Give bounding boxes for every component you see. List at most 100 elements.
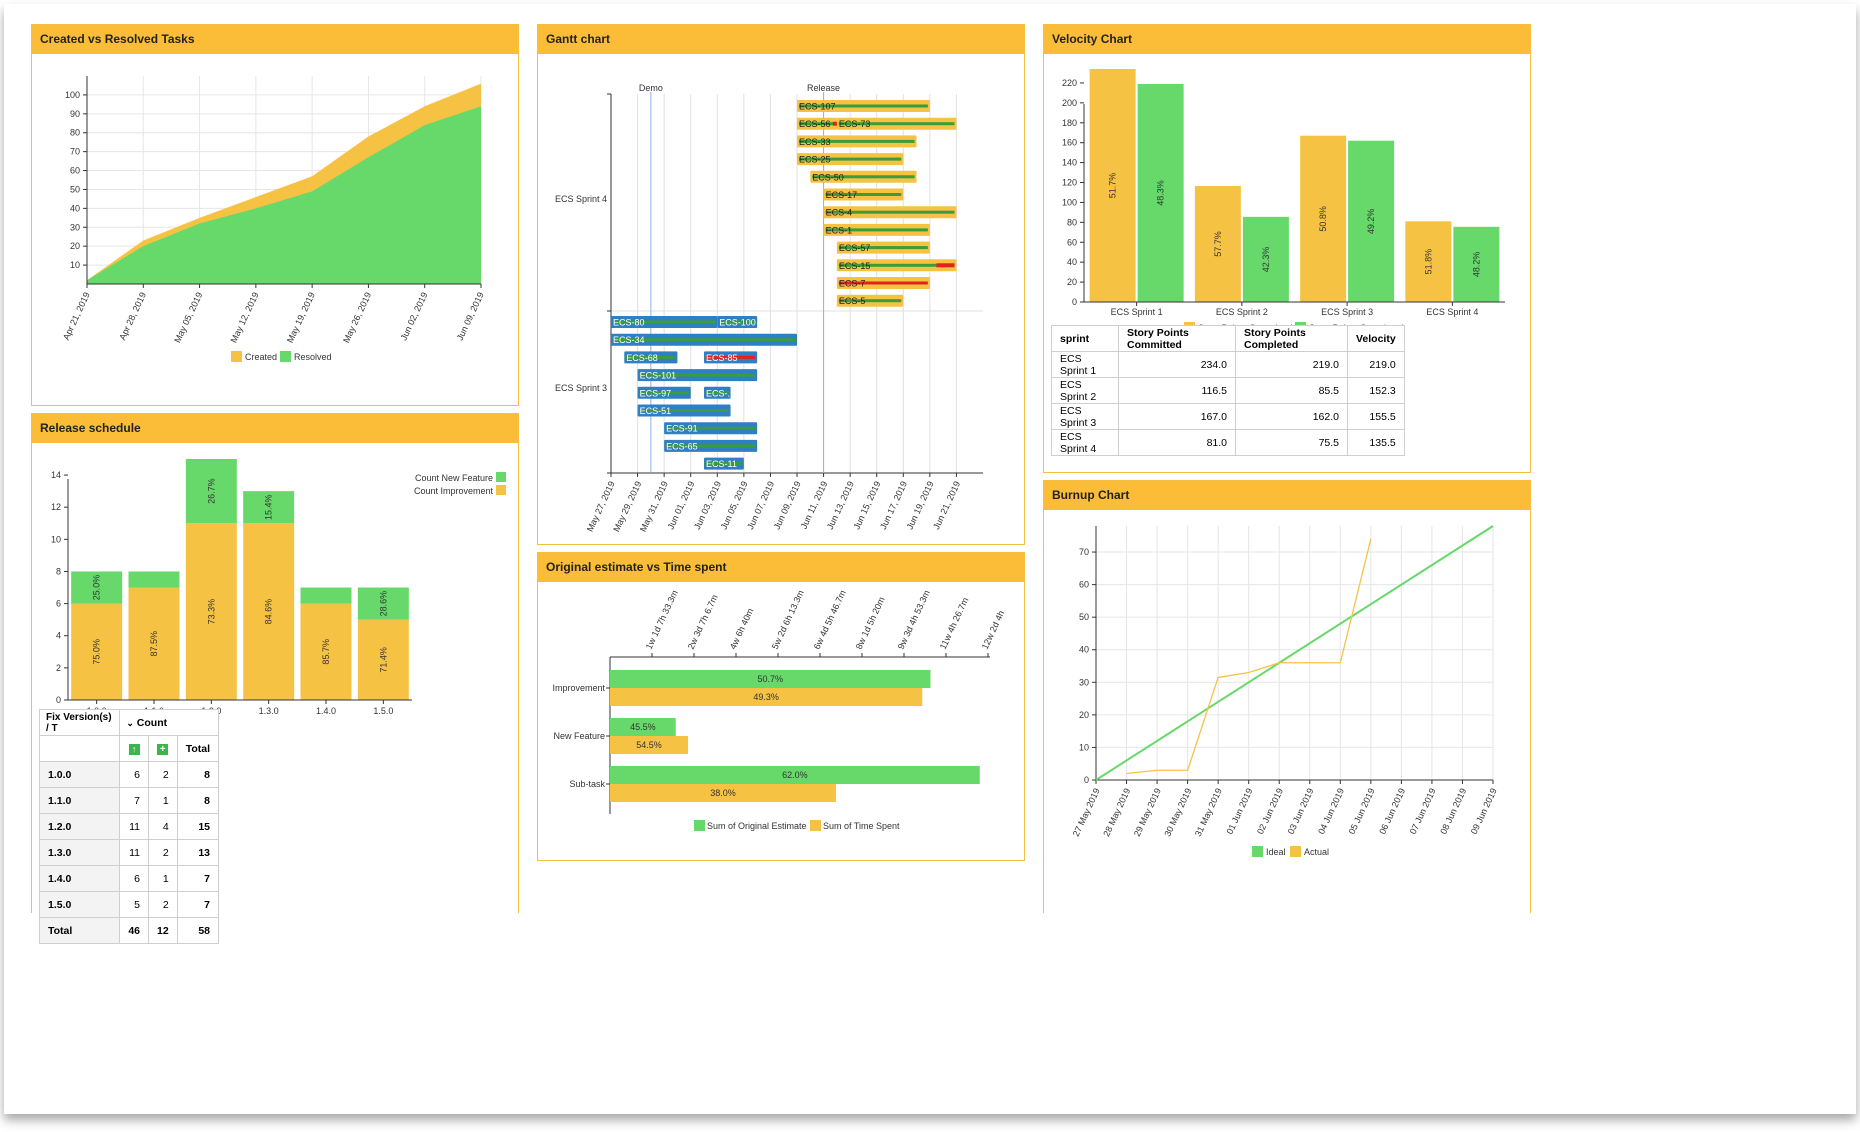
fix-version-cell: 1.3.0 bbox=[38, 839, 121, 866]
gantt-task-label: ECS-68 bbox=[626, 353, 658, 363]
gantt-task-label: ECS-97 bbox=[640, 388, 672, 398]
y-tick-label: 80 bbox=[70, 128, 80, 138]
bar-label-committed: 57.7% bbox=[1213, 231, 1223, 257]
ideal-line bbox=[1095, 525, 1494, 781]
y-tick-label: 50 bbox=[1079, 612, 1089, 622]
x-tick-label: 6w 4d 5h 46.7m bbox=[812, 589, 848, 651]
bar-improvement bbox=[71, 603, 123, 700]
velocity-chart-panel: Velocity Chart 0 20 40 60 80 100 120 140 160 180 2… bbox=[1043, 24, 1531, 473]
gantt-task-label: ECS-1 bbox=[826, 225, 853, 235]
bar-label-new-feature: 26.7% bbox=[206, 478, 216, 504]
x-tick-label: 2w 3d 7h 6.7m bbox=[686, 593, 720, 651]
x-tick-label: 1.4.0 bbox=[316, 706, 336, 716]
x-tick-label: 27 May 2019 bbox=[1071, 787, 1102, 838]
footer-new-feature: 12 bbox=[148, 917, 178, 944]
bar-label-committed: 50.8% bbox=[1318, 206, 1328, 232]
estimate-vs-spent-chart: 1w 1d 7h 33.3m 2w 3d 7h 6.7m 4w 6h 40m 5w 2… bbox=[552, 589, 1007, 831]
y-tick-label: 6 bbox=[56, 599, 61, 609]
bar-label-completed: 49.2% bbox=[1366, 209, 1376, 235]
bar-label: 49.3% bbox=[753, 692, 779, 702]
gantt-progress bbox=[838, 299, 902, 303]
table-row: ECS Sprint 2 116.5 85.5 152.3 bbox=[1051, 377, 1405, 404]
value-cell: 219.0 bbox=[1235, 351, 1348, 378]
gantt-progress bbox=[639, 373, 756, 377]
bar-time-spent bbox=[610, 688, 923, 706]
column-header: Story Points Committed bbox=[1118, 325, 1236, 352]
bar-committed bbox=[1405, 221, 1452, 302]
chevron-down-icon[interactable]: ⌄ bbox=[126, 717, 134, 728]
gantt-task-label: ECS-85 bbox=[706, 353, 738, 363]
y-tick-label: 10 bbox=[70, 260, 80, 270]
bar-label-new-feature: 25.0% bbox=[92, 575, 102, 601]
y-tick-label: 40 bbox=[1067, 257, 1077, 267]
value-cell: 152.3 bbox=[1347, 377, 1405, 404]
table-row: ECS Sprint 1 234.0 219.0 219.0 bbox=[1051, 351, 1405, 378]
table-row: 1.1.0 7 1 8 bbox=[38, 787, 220, 814]
value-cell: 135.5 bbox=[1347, 429, 1405, 456]
x-tick-label: May 26, 2019 bbox=[341, 291, 373, 345]
x-tick-label: 1.5.0 bbox=[373, 706, 393, 716]
bar-label-improvement: 84.6% bbox=[264, 599, 274, 625]
gantt-task-label: ECS-80 bbox=[613, 318, 645, 328]
x-tick-label: 12w 2d 4h bbox=[980, 609, 1007, 651]
gantt-task-label: ECS-7 bbox=[839, 279, 866, 289]
milestone-label: Release bbox=[807, 83, 840, 93]
bar-label-committed: 51.7% bbox=[1108, 173, 1118, 199]
y-tick-label: 12 bbox=[51, 502, 61, 512]
new-feature-count-cell: 1 bbox=[148, 787, 178, 814]
table-row: 1.5.0 5 2 7 bbox=[38, 891, 220, 918]
bar-original-estimate bbox=[610, 718, 676, 736]
x-tick-label: Jun 15, 2019 bbox=[851, 480, 882, 531]
total-cell: 13 bbox=[176, 839, 220, 866]
burnup-chart: 0 10 20 30 40 50 60 70 27 May 2019 28 May 2019 29 … bbox=[1071, 525, 1499, 857]
gantt-progress bbox=[838, 263, 955, 267]
bar-label-new-feature: 15.4% bbox=[264, 494, 274, 520]
gantt-progress bbox=[799, 139, 915, 143]
gantt-task-label: ECS-33 bbox=[799, 137, 831, 147]
bar-improvement bbox=[128, 587, 180, 700]
x-tick-label: 04 Jun 2019 bbox=[1316, 787, 1346, 836]
legend-spent: Sum of Time Spent bbox=[823, 821, 900, 831]
bar-label: 38.0% bbox=[710, 788, 736, 798]
y-tick-label: 0 bbox=[1072, 297, 1077, 307]
actual-line bbox=[1126, 538, 1372, 775]
x-tick-label: 31 May 2019 bbox=[1193, 787, 1224, 838]
gantt-task-label: ECS-5 bbox=[839, 296, 866, 306]
x-tick-label: Jun 01, 2019 bbox=[665, 480, 696, 531]
category-label: New Feature bbox=[553, 731, 605, 741]
footer-improvement: 46 bbox=[119, 917, 149, 944]
x-tick-label: Jun 07, 2019 bbox=[745, 480, 776, 531]
y-tick-label: 60 bbox=[70, 166, 80, 176]
x-tick-label: 11w 4h 26.7m bbox=[938, 596, 971, 651]
y-tick-label: 60 bbox=[1067, 237, 1077, 247]
fix-version-cell: 1.1.0 bbox=[38, 787, 121, 814]
gantt-task-label: ECS-73 bbox=[839, 119, 871, 129]
value-cell: 167.0 bbox=[1118, 403, 1236, 430]
fix-version-cell: 1.2.0 bbox=[38, 813, 121, 840]
gantt-overdue bbox=[936, 263, 955, 268]
bar-label-completed: 42.3% bbox=[1261, 247, 1271, 273]
y-tick-label: 220 bbox=[1062, 78, 1077, 88]
x-tick-label: 07 Jun 2019 bbox=[1408, 787, 1438, 836]
y-tick-label: 50 bbox=[70, 184, 80, 194]
gantt-progress bbox=[799, 104, 928, 108]
bar-label-new-feature: 28.6% bbox=[378, 591, 388, 617]
gantt-progress bbox=[825, 210, 955, 214]
table-row: ECS Sprint 4 81.0 75.5 135.5 bbox=[1051, 429, 1405, 456]
value-cell: 116.5 bbox=[1118, 377, 1236, 404]
panel-title: Created vs Resolved Tasks bbox=[32, 25, 518, 54]
x-tick-label: May 19, 2019 bbox=[285, 291, 317, 345]
total-cell: 7 bbox=[176, 891, 220, 918]
bar-new-feature bbox=[300, 587, 352, 604]
y-tick-label: 14 bbox=[51, 470, 61, 480]
x-tick-label: Jun 02, 2019 bbox=[398, 291, 429, 342]
x-tick-label: 4w 6h 40m bbox=[728, 607, 756, 651]
resolved-area bbox=[87, 106, 481, 284]
y-tick-label: 20 bbox=[1067, 277, 1077, 287]
column-header: Story Points Completed bbox=[1235, 325, 1348, 352]
gantt-task-label: ECS-25 bbox=[799, 155, 831, 165]
gantt-progress bbox=[666, 426, 756, 430]
y-tick-label: 80 bbox=[1067, 217, 1077, 227]
table-row: ECS Sprint 3 167.0 162.0 155.5 bbox=[1051, 403, 1405, 430]
